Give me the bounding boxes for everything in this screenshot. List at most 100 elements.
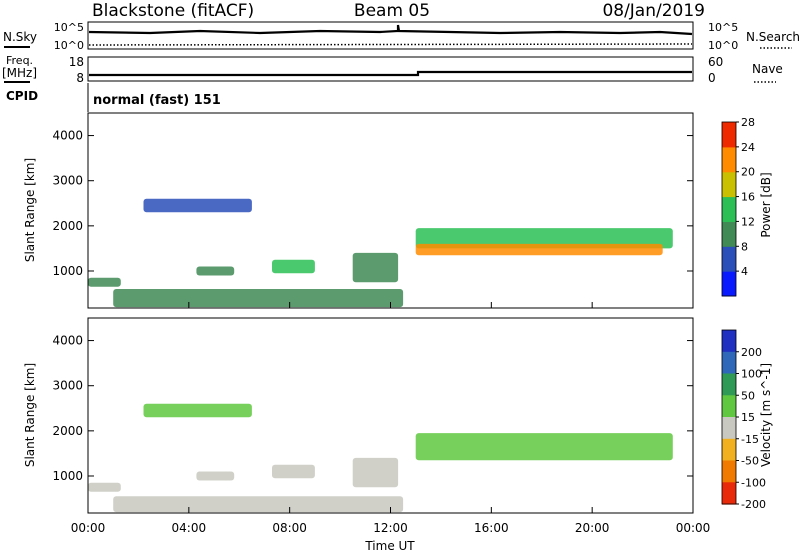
velocity-colorbar-label-1: 100: [741, 368, 762, 381]
velocity-colorbar-label-7: -200: [741, 498, 766, 511]
nave-tick-top: 60: [708, 55, 723, 69]
velocity-colorbar-label-2: 50: [741, 389, 755, 402]
velocity-colorbar-swatch-7: [722, 482, 736, 505]
velocity-region-1: [113, 496, 404, 513]
velocity-xtick-label-0: 00:00: [71, 521, 106, 535]
velocity-colorbar-swatch-2: [722, 373, 736, 396]
velocity-region-2: [143, 403, 252, 418]
velocity-xtick-label-2: 08:00: [272, 521, 307, 535]
velocity-xtick-label-5: 20:00: [575, 521, 610, 535]
nsky-label: N.Sky: [3, 30, 37, 44]
power-colorbar-frame: [721, 121, 737, 297]
velocity-x-ticks: 00:00 04:00 08:00 12:00 16:00 20:00 00:00: [71, 507, 711, 535]
power-colorbar-label-4: 20: [741, 166, 755, 179]
power-colorbar-label-0: 4: [741, 265, 748, 278]
date-title: 08/Jan/2019: [602, 1, 705, 21]
beam-title: Beam 05: [354, 1, 430, 21]
power-panel: Slant Range [km] 1000 2000 3000 4000 4 8 12 16…: [23, 112, 773, 309]
power-y-ticks: 1000 2000 3000 4000: [52, 129, 693, 278]
nave-label: Nave: [752, 62, 783, 76]
power-colorbar-label-3: 16: [741, 191, 755, 204]
power-region-7: [415, 243, 663, 256]
nsearch-label: N.Search: [746, 30, 800, 44]
power-region-6: [415, 228, 673, 249]
frequency-panel-frame: [87, 56, 694, 82]
velocity-y-ticks: 1000 2000 3000 4000: [52, 334, 693, 483]
velocity-region-6: [415, 433, 673, 461]
velocity-region-3: [196, 471, 235, 481]
velocity-xtick-label-6: 00:00: [676, 521, 711, 535]
noise-tick-right-bottom: 10^0: [708, 39, 738, 52]
nsearch-trace: [88, 43, 693, 46]
velocity-region-0: [88, 482, 121, 492]
velocity-colorbar-label: Velocity [m s^-1]: [759, 363, 773, 467]
power-colorbar-swatch-5: [722, 146, 736, 173]
freq-label: Freq.: [6, 54, 33, 67]
cpid-text: normal (fast) 151: [93, 93, 221, 108]
velocity-colorbar-label-4: -15: [741, 433, 759, 446]
frequency-trace: [89, 70, 692, 77]
velocity-colorbar-label-0: 200: [741, 346, 762, 359]
velocity-colorbar-swatch-4: [722, 417, 736, 440]
power-colorbar-swatch-2: [722, 221, 736, 247]
velocity-ytick-label-2: 3000: [52, 379, 83, 393]
velocity-ytick-label-0: 1000: [52, 469, 83, 483]
freq-unit-label: [MHz]: [2, 66, 37, 80]
velocity-colorbar-frame: [721, 329, 737, 505]
power-ytick-label-2: 3000: [52, 174, 83, 188]
power-colorbar-swatch-6: [722, 122, 736, 148]
velocity-ytick-label-3: 4000: [52, 334, 83, 348]
power-colorbar-label-5: 24: [741, 141, 755, 154]
velocity-colorbar-label-3: 15: [741, 411, 755, 424]
station-title: Blackstone (fitACF): [92, 1, 254, 21]
freq-tick-top: 18: [69, 55, 84, 69]
power-ylabel: Slant Range [km]: [23, 158, 37, 262]
velocity-ytick-label-1: 2000: [52, 424, 83, 438]
velocity-heatmap-cells: [88, 403, 673, 513]
noise-panel-frame: [87, 21, 694, 50]
power-colorbar-label-1: 8: [741, 240, 748, 253]
power-colorbar-swatch-3: [722, 196, 736, 222]
velocity-colorbar-swatch-3: [722, 395, 736, 418]
power-ytick-label-0: 1000: [52, 264, 83, 278]
velocity-colorbar: 200 100 50 15 -15 -50 -100 -200: [721, 329, 766, 511]
power-region-5: [352, 252, 399, 283]
power-ytick-label-3: 4000: [52, 129, 83, 143]
power-colorbar-swatch-1: [722, 246, 736, 272]
power-colorbar-swatch-4: [722, 171, 736, 198]
frequency-panel: Freq. [MHz] 18 8 60 0 Nave: [2, 54, 783, 85]
power-region-4: [272, 259, 315, 274]
power-x-ticks: [87, 302, 694, 308]
noise-tick-right-top: 10^5: [708, 21, 738, 34]
velocity-colorbar-swatch-6: [722, 460, 736, 483]
velocity-xtick-label-4: 16:00: [474, 521, 509, 535]
cpid-label: CPID: [6, 89, 38, 103]
velocity-region-5: [352, 457, 399, 488]
noise-panel: N.Sky 10^5 10^0 10^5 10^0 N.Search: [3, 21, 800, 52]
velocity-xtick-label-1: 04:00: [172, 521, 207, 535]
nave-tick-bottom: 0: [708, 71, 716, 85]
power-region-0: [88, 277, 121, 287]
noise-tick-left-bottom: 10^0: [54, 39, 84, 52]
power-region-3: [196, 266, 235, 276]
velocity-ylabel: Slant Range [km]: [23, 363, 37, 467]
velocity-colorbar-swatch-1: [722, 351, 736, 375]
velocity-colorbar-label-6: -100: [741, 476, 766, 489]
noise-tick-left-top: 10^5: [54, 21, 84, 34]
power-colorbar-label-2: 12: [741, 215, 755, 228]
power-region-2: [143, 198, 252, 213]
velocity-xtick-label-3: 12:00: [373, 521, 408, 535]
power-ytick-label-1: 2000: [52, 219, 83, 233]
power-colorbar-label-6: 28: [741, 116, 755, 129]
power-heatmap-cells: [88, 198, 673, 308]
velocity-colorbar-swatch-5: [722, 438, 736, 462]
freq-tick-bottom: 8: [76, 71, 84, 85]
power-region-1: [113, 289, 404, 308]
power-colorbar: 4 8 12 16 20 24 28: [721, 116, 755, 297]
power-colorbar-label: Power [dB]: [759, 172, 773, 237]
velocity-colorbar-label-5: -50: [741, 455, 759, 468]
velocity-region-4: [272, 464, 315, 479]
velocity-colorbar-swatch-0: [722, 330, 736, 353]
